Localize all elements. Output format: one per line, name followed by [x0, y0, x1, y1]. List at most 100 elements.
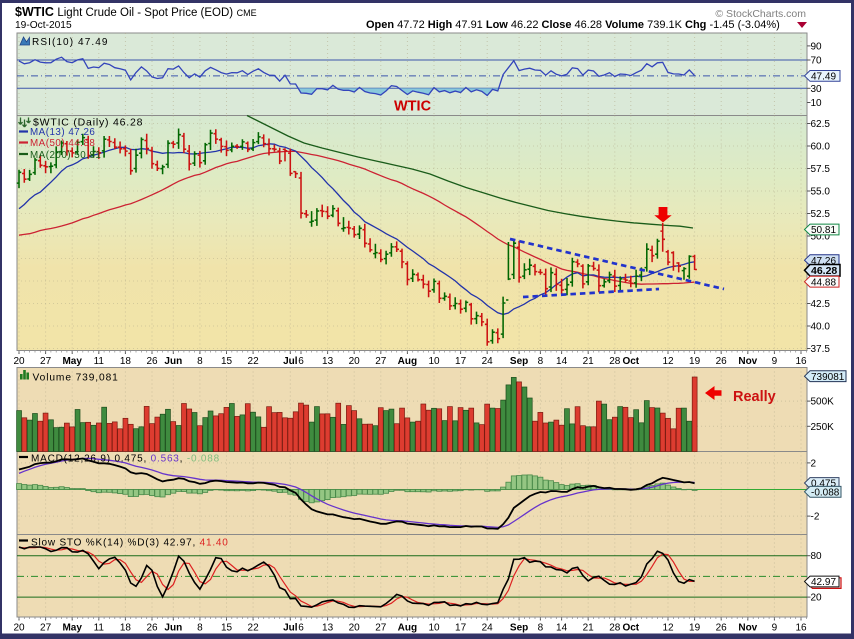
svg-text:11: 11	[94, 623, 105, 634]
svg-text:9: 9	[772, 356, 778, 367]
svg-text:20: 20	[13, 356, 25, 367]
svg-text:Oct: Oct	[622, 356, 639, 367]
svg-text:47.26: 47.26	[811, 256, 836, 267]
svg-text:11: 11	[94, 356, 105, 367]
svg-text:10: 10	[428, 356, 440, 367]
svg-text:62.5: 62.5	[811, 119, 831, 130]
svg-text:28: 28	[609, 356, 621, 367]
svg-text:13: 13	[322, 623, 334, 634]
svg-text:50.81: 50.81	[811, 225, 836, 236]
svg-text:MACD(12,26,9) 0.475, 0.563, -0: MACD(12,26,9) 0.475, 0.563, -0.088	[31, 454, 220, 465]
svg-text:37.5: 37.5	[811, 344, 831, 355]
svg-text:27: 27	[375, 623, 387, 634]
svg-text:90: 90	[811, 41, 823, 52]
svg-text:MA(13) 47.26: MA(13) 47.26	[30, 127, 95, 138]
svg-text:Slow STO %K(14) %D(3) 42.97, 4: Slow STO %K(14) %D(3) 42.97, 41.40	[31, 538, 229, 549]
svg-text:Sep: Sep	[510, 356, 528, 367]
svg-text:44.88: 44.88	[811, 277, 836, 288]
svg-text:Jun: Jun	[164, 623, 182, 634]
svg-text:12: 12	[662, 356, 674, 367]
svg-text:Aug: Aug	[398, 623, 417, 634]
svg-text:250K: 250K	[811, 422, 835, 433]
svg-text:16: 16	[795, 356, 807, 367]
svg-text:14: 14	[556, 623, 568, 634]
svg-text:Nov: Nov	[738, 623, 757, 634]
svg-text:27: 27	[40, 623, 52, 634]
svg-text:24: 24	[482, 356, 494, 367]
svg-text:50.0: 50.0	[811, 232, 831, 243]
svg-text:13: 13	[322, 356, 334, 367]
svg-text:Sep: Sep	[510, 623, 528, 634]
svg-text:18: 18	[120, 356, 132, 367]
svg-text:70: 70	[811, 56, 823, 67]
svg-text:15: 15	[221, 623, 233, 634]
svg-text:20: 20	[13, 623, 25, 634]
svg-text:19: 19	[689, 356, 701, 367]
svg-text:Nov: Nov	[738, 356, 757, 367]
svg-text:Oct: Oct	[622, 623, 639, 634]
svg-text:15: 15	[221, 356, 233, 367]
svg-text:27: 27	[40, 356, 52, 367]
svg-text:52.5: 52.5	[811, 209, 831, 220]
svg-text:6: 6	[298, 356, 304, 367]
svg-text:Jul: Jul	[283, 623, 298, 634]
svg-text:Jun: Jun	[164, 356, 182, 367]
svg-text:55.0: 55.0	[811, 187, 831, 198]
svg-text:0.475: 0.475	[811, 479, 836, 490]
svg-text:May: May	[62, 623, 82, 634]
svg-text:$WTIC (Daily) 46.28: $WTIC (Daily) 46.28	[33, 117, 143, 129]
svg-text:30: 30	[811, 84, 823, 95]
svg-text:17: 17	[455, 356, 467, 367]
svg-text:21: 21	[583, 356, 595, 367]
svg-text:19-Oct-2015: 19-Oct-2015	[15, 20, 72, 31]
svg-text:16: 16	[795, 623, 807, 634]
svg-text:-2: -2	[811, 512, 820, 523]
svg-text:20: 20	[811, 593, 823, 604]
svg-text:8: 8	[197, 623, 203, 634]
svg-text:Really: Really	[733, 389, 776, 405]
svg-text:6: 6	[298, 623, 304, 634]
svg-text:42.97: 42.97	[811, 577, 836, 588]
svg-text:2: 2	[811, 458, 817, 469]
svg-text:26: 26	[146, 356, 158, 367]
svg-text:12: 12	[662, 623, 674, 634]
svg-text:10: 10	[811, 98, 823, 109]
svg-text:500K: 500K	[811, 397, 835, 408]
svg-text:Volume 739,081: Volume 739,081	[33, 373, 119, 384]
svg-text:80: 80	[811, 551, 823, 562]
svg-text:40.0: 40.0	[811, 322, 831, 333]
svg-text:26: 26	[146, 623, 158, 634]
svg-text:22: 22	[248, 623, 260, 634]
svg-text:26: 26	[716, 623, 728, 634]
svg-text:21: 21	[583, 623, 595, 634]
svg-text:57.5: 57.5	[811, 164, 831, 175]
svg-text:WTIC: WTIC	[394, 99, 432, 115]
svg-text:18: 18	[120, 623, 132, 634]
svg-text:May: May	[62, 356, 82, 367]
svg-text:27: 27	[375, 356, 387, 367]
svg-text:14: 14	[556, 356, 568, 367]
svg-text:MA(200) 50.81: MA(200) 50.81	[30, 150, 101, 161]
svg-text:17: 17	[455, 623, 467, 634]
svg-text:739081: 739081	[811, 372, 845, 383]
svg-text:19: 19	[689, 623, 701, 634]
svg-text:Open 47.72 High 47.91 Low 46.2: Open 47.72 High 47.91 Low 46.22 Close 46…	[366, 19, 780, 31]
svg-text:26: 26	[716, 356, 728, 367]
svg-text:© StockCharts.com: © StockCharts.com	[715, 8, 806, 20]
svg-text:MA(50) 44.88: MA(50) 44.88	[30, 138, 95, 149]
svg-text:8: 8	[538, 623, 544, 634]
svg-text:42.5: 42.5	[811, 299, 831, 310]
svg-text:$WTIC Light Crude Oil - Spot P: $WTIC Light Crude Oil - Spot Price (EOD)…	[15, 5, 257, 19]
svg-text:24: 24	[482, 623, 494, 634]
svg-text:28: 28	[609, 623, 621, 634]
svg-text:20: 20	[349, 623, 361, 634]
svg-text:22: 22	[248, 356, 260, 367]
svg-text:8: 8	[538, 356, 544, 367]
svg-text:47.49: 47.49	[811, 72, 836, 83]
svg-text:Jul: Jul	[283, 356, 298, 367]
svg-text:Aug: Aug	[398, 356, 417, 367]
svg-text:46.28: 46.28	[811, 265, 837, 277]
svg-text:60.0: 60.0	[811, 142, 831, 153]
svg-text:8: 8	[197, 356, 203, 367]
svg-text:10: 10	[428, 623, 440, 634]
